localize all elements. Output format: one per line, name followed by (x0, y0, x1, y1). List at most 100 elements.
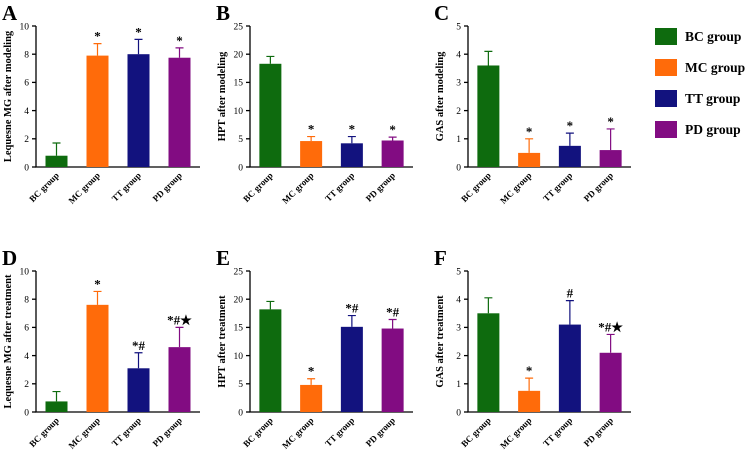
bar-tt-group (340, 326, 363, 412)
y-tick-label: 8 (24, 296, 29, 306)
significance-mark: *#★ (598, 319, 623, 334)
bar-tt-group (340, 143, 363, 167)
category-label: BC group (27, 170, 61, 204)
y-tick-label: 8 (24, 51, 29, 61)
panel-e: E HPT after treatment 0 5 10 15 20 25 BC group * M… (216, 246, 413, 451)
category-label: TT group (323, 170, 356, 203)
error-bar (606, 128, 615, 151)
legend-item: MC group (655, 59, 745, 76)
bar-pd-group (168, 347, 191, 412)
error-bar (175, 47, 184, 58)
category-label: PD group (151, 170, 184, 203)
error-bar (307, 378, 316, 385)
bar-bc-group (259, 63, 282, 168)
y-tick-label: 2 (456, 352, 461, 362)
bar-mc-group (86, 55, 109, 167)
bar-mc-group (86, 304, 109, 412)
category-label: MC group (498, 170, 533, 205)
y-tick-label: 15 (234, 79, 244, 89)
y-axis-label: Lequesne MG after treatment (3, 274, 14, 409)
category-label: TT group (110, 170, 143, 203)
y-axis-label: HPT after treatment (217, 295, 228, 388)
y-tick-label: 0 (238, 163, 243, 173)
significance-mark: * (94, 276, 101, 291)
y-tick-label: 6 (24, 324, 29, 334)
panel-letter: F (434, 246, 447, 270)
bar-bc-group (45, 401, 68, 412)
panel-letter: D (2, 246, 17, 270)
bar-mc-group (300, 141, 323, 167)
bar-bc-group (45, 155, 68, 167)
panel-letter: B (216, 1, 230, 25)
category-label: TT group (541, 415, 574, 448)
significance-mark: * (135, 24, 142, 39)
y-tick-label: 25 (234, 267, 244, 277)
bar-tt-group (127, 54, 150, 168)
error-bar (134, 352, 143, 369)
panel-c: C GAS after modeling 0 1 2 3 4 5 BC group * MC gro… (434, 1, 631, 206)
significance-mark: * (607, 114, 614, 129)
y-tick-label: 1 (456, 135, 461, 145)
category-label: MC group (280, 170, 315, 205)
category-label: TT group (541, 170, 574, 203)
category-label: TT group (323, 415, 356, 448)
y-tick-label: 20 (234, 51, 244, 61)
significance-mark: *# (345, 301, 359, 316)
y-tick-label: 0 (456, 408, 461, 418)
y-tick-label: 1 (456, 380, 461, 390)
significance-mark: * (526, 363, 533, 378)
y-tick-label: 0 (24, 163, 29, 173)
y-tick-label: 5 (456, 267, 461, 277)
bar-pd-group (599, 150, 622, 167)
y-tick-label: 5 (238, 135, 243, 145)
error-bar (307, 135, 316, 142)
category-label: PD group (582, 170, 615, 203)
legend-label: TT group (685, 91, 740, 106)
panel-letter: E (216, 246, 230, 270)
y-tick-label: 2 (24, 380, 29, 390)
significance-mark: # (567, 286, 574, 301)
legend: BC group MC group TT group PD group (655, 28, 745, 138)
error-bar (565, 300, 574, 325)
category-label: MC group (498, 415, 533, 450)
legend-item: BC group (655, 28, 741, 45)
bar-mc-group (300, 384, 323, 412)
y-tick-label: 3 (456, 79, 461, 89)
y-tick-label: 10 (20, 22, 30, 32)
y-tick-label: 5 (456, 22, 461, 32)
y-axis-label: HPT after modeling (217, 51, 228, 141)
error-bar (347, 314, 356, 327)
y-axis-label: GAS after modeling (435, 51, 446, 141)
error-bar (388, 318, 397, 329)
category-label: BC group (459, 415, 493, 449)
bar-tt-group (558, 145, 581, 167)
bar-bc-group (477, 313, 500, 412)
bar-bc-group (259, 309, 282, 412)
bar-mc-group (518, 152, 541, 167)
significance-mark: *# (132, 338, 146, 353)
y-tick-label: 3 (456, 324, 461, 334)
legend-label: PD group (685, 122, 741, 137)
y-axis-label: Lequesne MG after modeling (3, 30, 14, 162)
y-tick-label: 2 (456, 107, 461, 117)
legend-item: TT group (655, 90, 740, 107)
category-label: MC group (66, 170, 101, 205)
bar-tt-group (127, 368, 150, 412)
panel-d: D Lequesne MG after treatment 0 2 4 6 8 10 BC gr… (2, 246, 200, 451)
category-label: PD group (151, 415, 184, 448)
legend-item: PD group (655, 121, 741, 138)
category-label: BC group (241, 170, 275, 204)
error-bar (266, 55, 275, 64)
error-bar (52, 142, 61, 156)
y-tick-label: 25 (234, 22, 244, 32)
panel-b: B HPT after modeling 0 5 10 15 20 25 BC group * MC… (216, 1, 413, 206)
y-axis-label: GAS after treatment (435, 295, 446, 388)
error-bar (93, 43, 102, 56)
y-tick-label: 15 (234, 324, 244, 334)
bar-pd-group (599, 352, 622, 412)
significance-mark: * (94, 29, 101, 44)
category-label: BC group (241, 415, 275, 449)
error-bar (134, 38, 143, 55)
legend-swatch (655, 121, 677, 138)
